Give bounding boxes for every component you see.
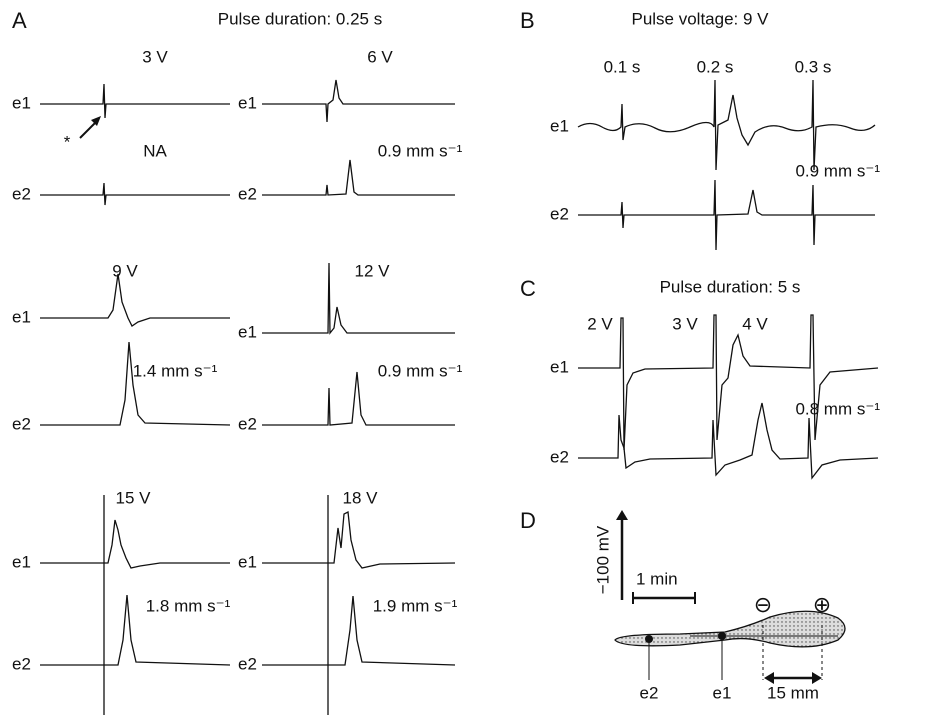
channel-label: e1 (12, 307, 31, 326)
stimulus-label: 4 V (742, 314, 768, 333)
stimulus-label: 18 V (343, 488, 379, 507)
trace (578, 402, 879, 480)
channel-label: e1 (12, 93, 31, 112)
electrode-label: e1 (713, 683, 732, 702)
scale-label: 1 min (636, 569, 678, 588)
scale-arrow (616, 510, 628, 520)
trace (40, 83, 230, 119)
arrow-head (764, 672, 774, 684)
trace (262, 159, 455, 196)
speed-label: 0.9 mm s⁻¹ (378, 141, 463, 160)
channel-label: e1 (550, 357, 569, 376)
speed-label: NA (143, 141, 167, 160)
stimulus-label: 3 V (142, 47, 168, 66)
trace (40, 182, 230, 206)
trace (40, 519, 230, 569)
speed-label: 0.9 mm s⁻¹ (378, 361, 463, 380)
marker: * (64, 132, 71, 151)
channel-label: e1 (12, 552, 31, 571)
trace (262, 371, 455, 426)
arrow-head (91, 116, 101, 126)
stimulus-label: 0.1 s (604, 57, 641, 76)
trace (262, 262, 455, 335)
speed-label: 0.9 mm s⁻¹ (795, 161, 880, 180)
channel-label: e2 (12, 654, 31, 673)
channel-label: e2 (238, 654, 257, 673)
electrode-label: e2 (640, 683, 659, 702)
trace (262, 79, 455, 123)
panel-label: A (12, 8, 27, 33)
channel-label: e1 (550, 116, 569, 135)
trace (40, 341, 231, 426)
channel-label: e2 (12, 414, 31, 433)
channel-label: e2 (238, 184, 257, 203)
trace (578, 179, 875, 251)
distance-label: 15 mm (767, 683, 819, 702)
trace (40, 594, 231, 666)
speed-label: 1.9 mm s⁻¹ (373, 596, 458, 615)
stimulus-label: 9 V (112, 261, 138, 280)
stimulus-label: 2 V (587, 314, 613, 333)
stimulus-label: 0.2 s (697, 57, 734, 76)
organism-outline (614, 610, 846, 648)
speed-label: 1.4 mm s⁻¹ (133, 361, 218, 380)
channel-label: e1 (238, 322, 257, 341)
panel-label: D (520, 508, 536, 533)
trace (262, 510, 456, 569)
stimulus-label: 0.3 s (795, 57, 832, 76)
trace (40, 273, 230, 327)
channel-label: e2 (12, 184, 31, 203)
pole-symbol: ⊖ (754, 592, 772, 617)
channel-label: e1 (238, 552, 257, 571)
stimulus-label: 3 V (672, 314, 698, 333)
channel-label: e2 (550, 447, 569, 466)
arrow-head (812, 672, 822, 684)
speed-label: 1.8 mm s⁻¹ (146, 596, 231, 615)
trace (577, 79, 876, 171)
channel-label: e2 (550, 204, 569, 223)
panel-title: Pulse duration: 5 s (660, 277, 801, 296)
panel-title: Pulse voltage: 9 V (631, 9, 769, 28)
speed-label: 0.8 mm s⁻¹ (795, 399, 880, 418)
channel-label: e2 (238, 414, 257, 433)
scale-label: −100 mV (593, 525, 612, 594)
panel-label: C (520, 276, 536, 301)
stimulus-label: 12 V (355, 261, 391, 280)
pole-symbol: ⊕ (813, 592, 831, 617)
panel-title: Pulse duration: 0.25 s (218, 9, 382, 28)
trace (578, 314, 879, 451)
panel-label: B (520, 8, 535, 33)
channel-label: e1 (238, 93, 257, 112)
stimulus-label: 6 V (367, 47, 393, 66)
trace (262, 595, 456, 666)
stimulus-label: 15 V (116, 488, 152, 507)
